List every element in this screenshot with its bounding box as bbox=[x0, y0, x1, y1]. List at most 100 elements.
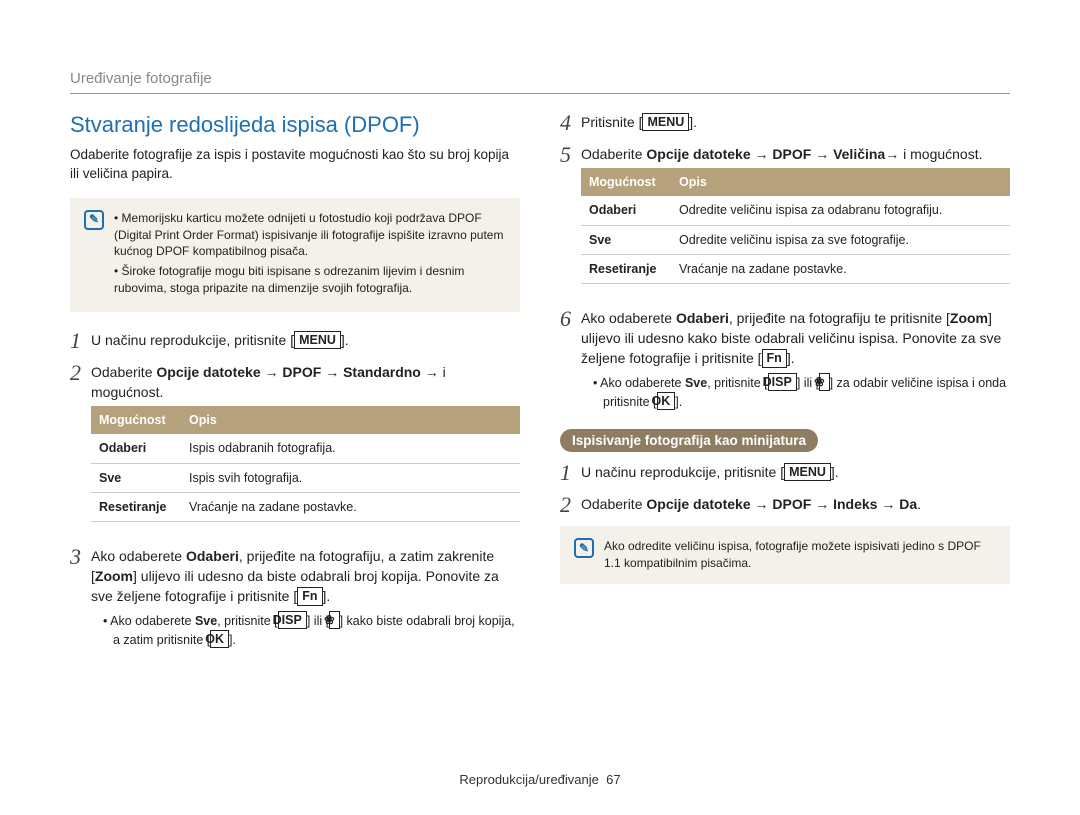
sub-text: Ako odaberete bbox=[600, 376, 685, 390]
options-table-right: MogućnostOpis OdaberiOdredite veličinu i… bbox=[581, 168, 1010, 284]
step-text: Odaberite bbox=[581, 496, 646, 512]
table-cell: Ispis svih fotografija. bbox=[181, 463, 520, 492]
step-text: Pritisnite [ bbox=[581, 114, 642, 130]
note-item: Memorijsku karticu možete odnijeti u fot… bbox=[114, 210, 506, 260]
sub-text: , pritisnite [ bbox=[217, 614, 277, 628]
step-2b: 2 Odaberite Opcije datoteke → DPOF → Ind… bbox=[560, 494, 1010, 516]
table-cell: Resetiranje bbox=[581, 254, 671, 283]
step-text: Odaberite bbox=[581, 146, 646, 162]
step-body: Ako odaberete Odaberi, prijeđite na foto… bbox=[581, 308, 1010, 411]
right-column: 4 Pritisnite [MENU]. 5 Odaberite Opcije … bbox=[560, 112, 1010, 659]
step-number: 1 bbox=[560, 462, 571, 484]
sub-text: , pritisnite [ bbox=[707, 376, 767, 390]
table-cell: Vraćanje na zadane postavke. bbox=[181, 492, 520, 521]
page-footer: Reprodukcija/uređivanje 67 bbox=[0, 772, 1080, 787]
note-item: Široke fotografije mogu biti ispisane s … bbox=[114, 263, 506, 297]
table-row: OdaberiOdredite veličinu ispisa za odabr… bbox=[581, 196, 1010, 225]
sub-bullets: Ako odaberete Sve, pritisnite [DISP] ili… bbox=[581, 373, 1010, 411]
fn-key: Fn bbox=[297, 587, 322, 605]
menu-key: MENU bbox=[294, 331, 341, 349]
table-header: Opis bbox=[671, 168, 1010, 196]
step-bold: Odaberi bbox=[676, 310, 729, 326]
table-header: Opis bbox=[181, 406, 520, 434]
flower-key: ❀ bbox=[329, 611, 339, 629]
note-text: Ako odredite veličinu ispisa, fotografij… bbox=[604, 538, 996, 572]
breadcrumb: Uređivanje fotografije bbox=[70, 70, 1010, 94]
table-header: Mogućnost bbox=[581, 168, 671, 196]
table-header: Mogućnost bbox=[91, 406, 181, 434]
steps-left: 1 U načinu reprodukcije, pritisnite [MEN… bbox=[70, 330, 520, 649]
page-title: Stvaranje redoslijeda ispisa (DPOF) bbox=[70, 112, 520, 138]
table-row: ResetiranjeVraćanje na zadane postavke. bbox=[581, 254, 1010, 283]
step-number: 2 bbox=[560, 494, 571, 516]
steps-right: 4 Pritisnite [MENU]. 5 Odaberite Opcije … bbox=[560, 112, 1010, 411]
sub-bullets: Ako odaberete Sve, pritisnite [DISP] ili… bbox=[91, 611, 520, 649]
disp-key: DISP bbox=[278, 611, 307, 629]
step-number: 6 bbox=[560, 308, 571, 411]
step-bold: Opcije datoteke → DPOF → Standardno → bbox=[156, 364, 438, 380]
table-row: SveOdredite veličinu ispisa za sve fotog… bbox=[581, 225, 1010, 254]
note-box-2: ✎ Ako odredite veličinu ispisa, fotograf… bbox=[560, 526, 1010, 584]
step-bold: Zoom bbox=[950, 310, 988, 326]
table-cell: Odredite veličinu ispisa za sve fotograf… bbox=[671, 225, 1010, 254]
note-icon: ✎ bbox=[84, 210, 104, 230]
step-number: 5 bbox=[560, 144, 571, 298]
step-body: U načinu reprodukcije, pritisnite [MENU]… bbox=[581, 462, 1010, 484]
step-bold: Opcije datoteke → DPOF → Indeks → Da bbox=[646, 496, 917, 512]
step-body: Odaberite Opcije datoteke → DPOF → Velič… bbox=[581, 144, 1010, 298]
step-text: ]. bbox=[341, 332, 349, 348]
step-4: 4 Pritisnite [MENU]. bbox=[560, 112, 1010, 134]
table-row: SveIspis svih fotografija. bbox=[91, 463, 520, 492]
step-text: Odaberite bbox=[91, 364, 156, 380]
step-text: ]. bbox=[689, 114, 697, 130]
ok-key: OK bbox=[657, 392, 676, 410]
step-text: U načinu reprodukcije, pritisnite [ bbox=[91, 332, 294, 348]
content-columns: Stvaranje redoslijeda ispisa (DPOF) Odab… bbox=[70, 112, 1010, 659]
menu-key: MENU bbox=[642, 113, 689, 131]
step-text: U načinu reprodukcije, pritisnite [ bbox=[581, 464, 784, 480]
disp-key: DISP bbox=[768, 373, 797, 391]
step-text: . bbox=[917, 496, 921, 512]
sub-text: ]. bbox=[229, 633, 236, 647]
step-text: ]. bbox=[323, 588, 331, 604]
intro-text: Odaberite fotografije za ispis i postavi… bbox=[70, 146, 520, 184]
table-row: ResetiranjeVraćanje na zadane postavke. bbox=[91, 492, 520, 521]
step-body: Ako odaberete Odaberi, prijeđite na foto… bbox=[91, 546, 520, 649]
sub-bold: Sve bbox=[195, 614, 217, 628]
step-number: 2 bbox=[70, 362, 81, 536]
step-number: 4 bbox=[560, 112, 571, 134]
section-pill: Ispisivanje fotografija kao minijatura bbox=[560, 429, 818, 452]
note-icon: ✎ bbox=[574, 538, 594, 558]
step-text: ]. bbox=[831, 464, 839, 480]
sub-text: Ako odaberete bbox=[110, 614, 195, 628]
table-cell: Resetiranje bbox=[91, 492, 181, 521]
step-text: , prijeđite na fotografiju te pritisnite… bbox=[729, 310, 950, 326]
step-body: Odaberite Opcije datoteke → DPOF → Indek… bbox=[581, 494, 1010, 516]
left-column: Stvaranje redoslijeda ispisa (DPOF) Odab… bbox=[70, 112, 520, 659]
ok-key: OK bbox=[210, 630, 229, 648]
fn-key: Fn bbox=[762, 349, 787, 367]
step-6: 6 Ako odaberete Odaberi, prijeđite na fo… bbox=[560, 308, 1010, 411]
step-text: ]. bbox=[787, 350, 795, 366]
note-list-1: Memorijsku karticu možete odnijeti u fot… bbox=[114, 210, 506, 300]
sub-text: ]. bbox=[675, 395, 682, 409]
step-number: 3 bbox=[70, 546, 81, 649]
step-2: 2 Odaberite Opcije datoteke → DPOF → Sta… bbox=[70, 362, 520, 536]
options-table-left: MogućnostOpis OdaberiIspis odabranih fot… bbox=[91, 406, 520, 522]
step-body: Odaberite Opcije datoteke → DPOF → Stand… bbox=[91, 362, 520, 536]
steps-right-2: 1 U načinu reprodukcije, pritisnite [MEN… bbox=[560, 462, 1010, 516]
table-cell: Odaberi bbox=[91, 434, 181, 463]
table-cell: Odredite veličinu ispisa za odabranu fot… bbox=[671, 196, 1010, 225]
table-cell: Ispis odabranih fotografija. bbox=[181, 434, 520, 463]
note-box-1: ✎ Memorijsku karticu možete odnijeti u f… bbox=[70, 198, 520, 312]
step-bold: Odaberi bbox=[186, 548, 239, 564]
flower-key: ❀ bbox=[819, 373, 829, 391]
sub-bold: Sve bbox=[685, 376, 707, 390]
step-1: 1 U načinu reprodukcije, pritisnite [MEN… bbox=[70, 330, 520, 352]
sub-bullet-item: Ako odaberete Sve, pritisnite [DISP] ili… bbox=[113, 611, 520, 649]
table-cell: Sve bbox=[91, 463, 181, 492]
footer-section: Reprodukcija/uređivanje bbox=[459, 772, 598, 787]
step-3: 3 Ako odaberete Odaberi, prijeđite na fo… bbox=[70, 546, 520, 649]
step-number: 1 bbox=[70, 330, 81, 352]
step-text: Ako odaberete bbox=[581, 310, 676, 326]
